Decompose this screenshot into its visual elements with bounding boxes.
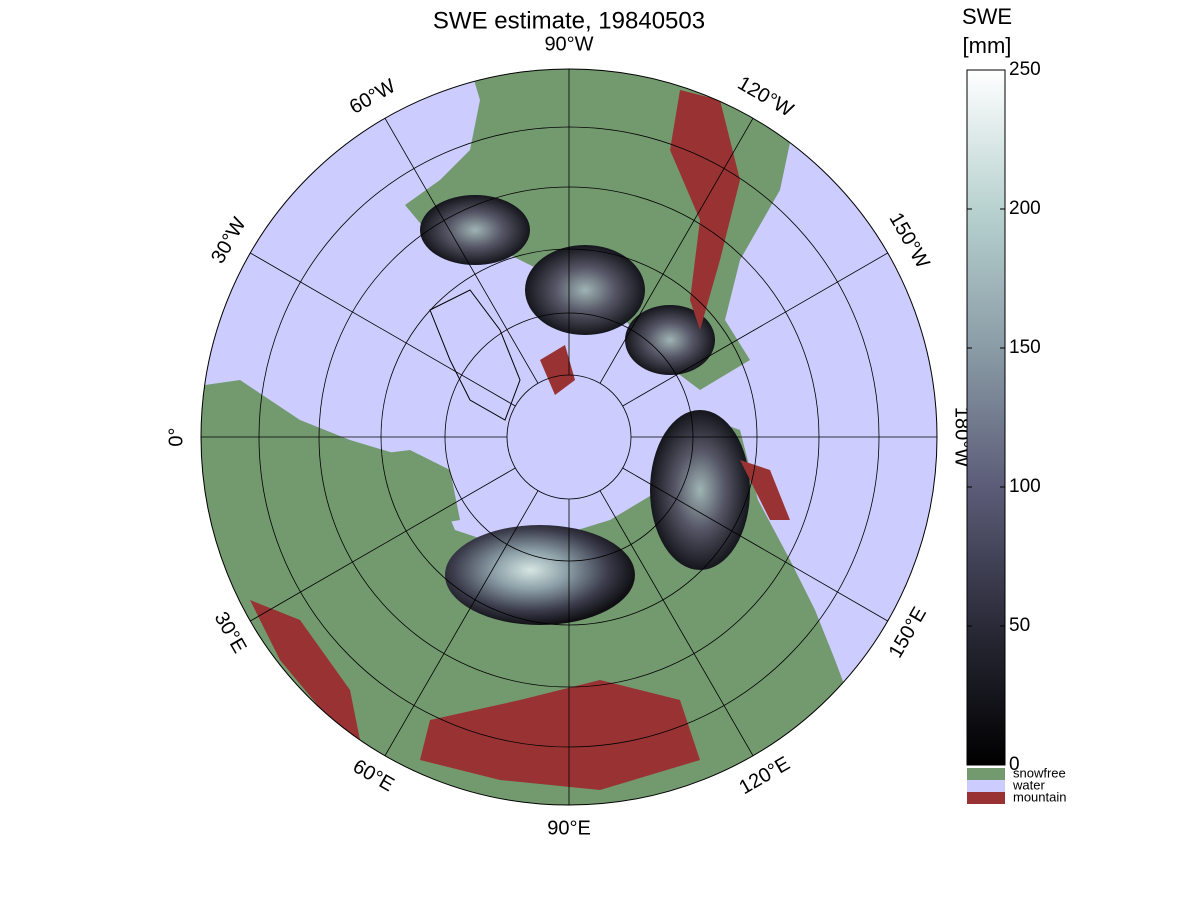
graticule [201,69,937,805]
tick-label: 150 [1009,337,1041,358]
tick-label: 0 [1009,754,1020,775]
longitude-label: 30°E [210,608,251,657]
tick-label: 100 [1009,476,1041,497]
meridian [622,252,888,407]
legend-swatch [967,768,1005,780]
colorbar-title: SWE [962,4,1012,29]
legend-swatch [967,780,1005,792]
meridian [250,467,516,622]
colorbar-title: [mm] [963,33,1012,58]
mountain-region [670,90,740,330]
mountain-region [740,460,790,520]
longitude-label: 60°W [346,75,400,119]
map [201,69,937,805]
meridian [599,490,754,756]
scandinavia [370,450,460,525]
map-border [200,68,938,806]
longitude-label: 90°W [544,33,593,55]
snow-region [625,305,715,375]
mountain-region [420,680,700,790]
snow-region [420,195,530,265]
longitude-label: 60°E [349,755,398,796]
mountain-region [250,600,360,740]
legend-label: mountain [1013,789,1066,804]
greenland-outline [429,289,521,421]
colorbar-ticks: 0 50 100 150 200 250 [967,59,1041,775]
legend-label: water [1012,777,1045,792]
meridian [250,252,516,407]
snow-region [445,525,635,625]
meridian [384,490,539,756]
tick-label: 50 [1009,615,1030,636]
title: SWE estimate, 19840503 [433,7,705,34]
meridian [622,467,888,622]
legend-label: snowfree [1013,765,1066,780]
longitude-label: 90°E [547,817,591,839]
meridian [599,118,754,384]
mountain-region [540,345,575,395]
snow-region [650,410,750,570]
longitude-label: 30°W [207,214,251,268]
snow-region [525,245,645,335]
tick-label: 250 [1009,59,1041,80]
tick-label: 200 [1009,198,1041,219]
longitude-label: 0° [165,427,187,446]
colorbar [966,69,1006,766]
meridian [384,118,539,384]
legend-swatch [967,792,1005,804]
